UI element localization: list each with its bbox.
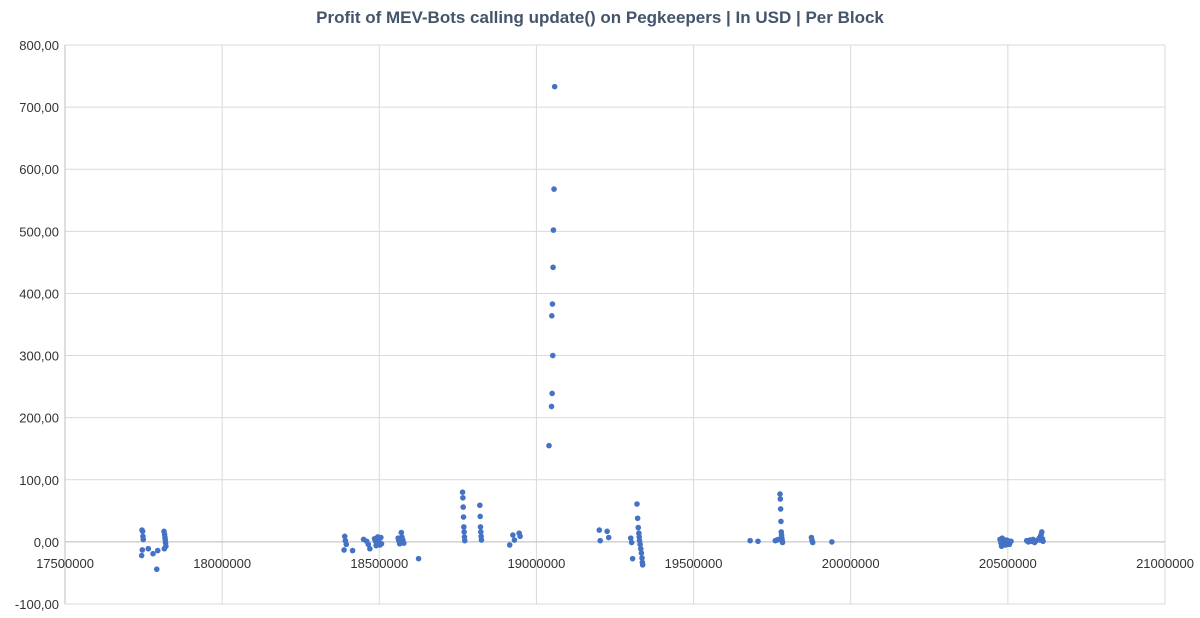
data-point: [546, 442, 552, 449]
data-point: [637, 545, 644, 552]
data-points: [138, 83, 1046, 573]
data-point: [510, 532, 516, 538]
y-tick-label: 100,00: [19, 473, 59, 488]
data-point: [154, 547, 161, 554]
gridlines: [65, 44, 1166, 605]
y-tick-label: 800,00: [19, 38, 59, 53]
data-point: [477, 513, 483, 520]
data-point: [1039, 529, 1045, 535]
data-point: [343, 541, 350, 548]
data-point: [639, 555, 645, 561]
data-point: [153, 566, 160, 573]
data-point: [139, 528, 146, 535]
data-point: [398, 529, 405, 536]
data-point: [549, 352, 556, 359]
data-point: [829, 539, 835, 545]
data-point: [378, 534, 384, 541]
data-point: [460, 494, 466, 501]
y-tick-label: 500,00: [19, 224, 59, 239]
data-point: [140, 536, 147, 543]
data-point: [634, 501, 640, 507]
data-point: [478, 529, 484, 535]
y-tick-label: 700,00: [19, 100, 59, 115]
x-tick-label: 20500000: [979, 556, 1037, 571]
data-point: [517, 533, 523, 540]
y-tick-label: 0,00: [34, 535, 59, 550]
data-point: [365, 541, 372, 548]
y-tick-label: 200,00: [19, 411, 59, 426]
data-point: [511, 537, 518, 543]
y-tick-label: 600,00: [19, 162, 59, 177]
data-point: [459, 489, 466, 496]
data-point: [604, 528, 610, 535]
data-point: [638, 550, 645, 556]
data-point: [367, 545, 373, 552]
data-point: [635, 524, 642, 531]
data-point: [506, 542, 513, 548]
data-point: [1008, 538, 1014, 545]
data-point: [139, 547, 146, 553]
axes: [64, 45, 1165, 604]
data-point: [477, 502, 483, 509]
data-point: [551, 83, 558, 90]
data-point: [1040, 538, 1046, 545]
y-tick-label: 300,00: [19, 349, 59, 364]
data-point: [460, 504, 467, 510]
data-point: [550, 264, 556, 271]
data-point: [779, 539, 786, 546]
data-point: [378, 540, 385, 547]
data-point: [415, 555, 422, 562]
data-point: [550, 227, 557, 233]
x-tick-label: 21000000: [1136, 556, 1194, 571]
data-point: [145, 545, 152, 552]
data-point: [461, 524, 467, 530]
data-point: [596, 527, 603, 533]
x-tick-label: 19500000: [665, 556, 723, 571]
y-tick-label: -100,00: [15, 597, 59, 612]
y-tick-label: 400,00: [19, 286, 59, 301]
data-point: [777, 496, 784, 502]
data-point: [778, 518, 784, 525]
data-point: [341, 533, 348, 540]
data-point: [627, 535, 634, 541]
x-tick-labels: 17500000 18000000 18500000 19000000 19500000…: [36, 556, 1194, 571]
data-point: [551, 186, 557, 192]
data-point: [777, 491, 783, 497]
data-point: [401, 540, 407, 546]
y-tick-labels: -100,00 0,00 100,00 200,00 300,00 400,00 500,0…: [15, 38, 59, 612]
x-tick-label: 19000000: [508, 556, 566, 571]
data-point: [150, 550, 156, 557]
data-point: [549, 301, 556, 307]
data-point: [597, 537, 604, 544]
data-point: [605, 534, 612, 541]
data-point: [477, 524, 484, 530]
data-point: [777, 506, 784, 512]
data-point: [161, 545, 168, 552]
data-point: [549, 313, 555, 319]
data-point: [461, 529, 467, 535]
data-point: [639, 562, 646, 568]
data-point: [747, 537, 753, 544]
data-point: [809, 539, 816, 546]
data-point: [755, 538, 761, 545]
x-tick-label: 17500000: [36, 556, 94, 571]
x-tick-label: 20000000: [822, 556, 880, 571]
data-point: [341, 547, 347, 553]
data-point: [637, 541, 643, 548]
data-point: [548, 403, 555, 410]
data-point: [629, 555, 636, 562]
data-point: [138, 552, 145, 559]
data-point: [634, 515, 641, 522]
data-point: [460, 514, 467, 520]
x-tick-label: 18000000: [193, 556, 251, 571]
data-point: [461, 537, 468, 544]
chart-title: Profit of MEV-Bots calling update() on P…: [316, 8, 884, 27]
x-tick-label: 18500000: [350, 556, 408, 571]
data-point: [349, 547, 356, 554]
data-point: [478, 537, 485, 543]
data-point: [549, 390, 555, 397]
data-point: [628, 539, 635, 546]
